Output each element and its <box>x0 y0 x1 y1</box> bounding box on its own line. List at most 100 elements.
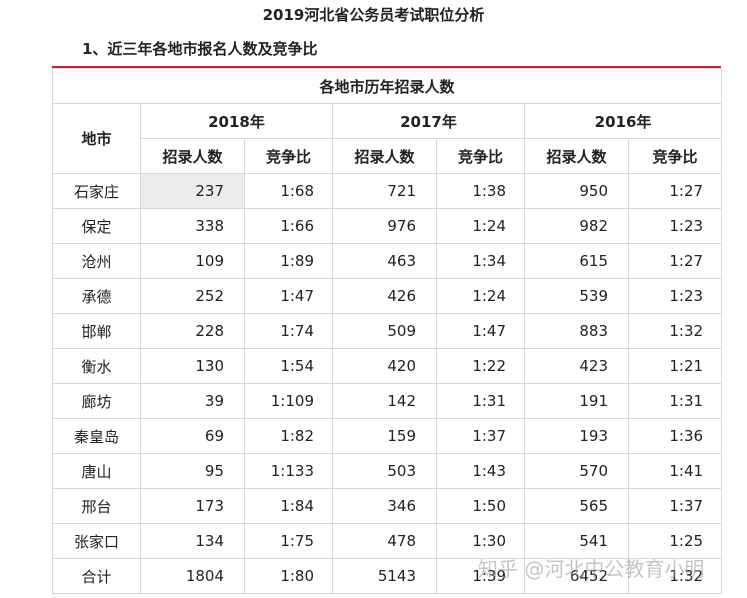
cell-c2018: 338 <box>140 208 245 244</box>
cell-c2017: 463 <box>332 243 437 279</box>
cell-c2016: 423 <box>524 348 629 384</box>
cell-r2016: 1:27 <box>627 173 723 209</box>
cell-city: 秦皇岛 <box>52 418 141 454</box>
cell-r2017: 1:38 <box>436 173 525 209</box>
cell-c2018: 252 <box>140 278 245 314</box>
cell-c2016: 950 <box>524 173 629 209</box>
cell-r2018: 1:82 <box>244 418 333 454</box>
table-row: 沧州 109 1:89 463 1:34 615 1:27 <box>52 243 723 279</box>
cell-c2016: 541 <box>524 523 629 559</box>
cell-r2017: 1:39 <box>436 558 525 594</box>
cell-r2016: 1:25 <box>627 523 723 559</box>
cell-city: 衡水 <box>52 348 141 384</box>
cell-r2018: 1:84 <box>244 488 333 524</box>
cell-r2016: 1:27 <box>627 243 723 279</box>
cell-c2017: 478 <box>332 523 437 559</box>
cell-r2016: 1:21 <box>627 348 723 384</box>
cell-r2017: 1:24 <box>436 278 525 314</box>
cell-r2018: 1:68 <box>244 173 333 209</box>
cell-r2017: 1:34 <box>436 243 525 279</box>
cell-r2017: 1:24 <box>436 208 525 244</box>
cell-r2018: 1:54 <box>244 348 333 384</box>
cell-r2017: 1:47 <box>436 313 525 349</box>
year-header-2018: 2018年 <box>140 103 333 139</box>
cell-r2017: 1:37 <box>436 418 525 454</box>
cell-c2017: 509 <box>332 313 437 349</box>
table-body: 石家庄 237 1:68 721 1:38 950 1:27 保定 338 1:66 976 1:24… <box>52 173 723 594</box>
cell-c2016: 883 <box>524 313 629 349</box>
cell-c2017: 346 <box>332 488 437 524</box>
cell-city: 沧州 <box>52 243 141 279</box>
cell-c2016: 191 <box>524 383 629 419</box>
cell-c2016: 539 <box>524 278 629 314</box>
cell-c2018: 134 <box>140 523 245 559</box>
table-row: 秦皇岛 69 1:82 159 1:37 193 1:36 <box>52 418 723 454</box>
cell-r2016: 1:23 <box>627 208 723 244</box>
cell-c2016: 615 <box>524 243 629 279</box>
table-row: 邯郸 228 1:74 509 1:47 883 1:32 <box>52 313 723 349</box>
col-header-count-2017: 招录人数 <box>332 138 437 174</box>
year-header-2017: 2017年 <box>332 103 525 139</box>
cell-c2016: 565 <box>524 488 629 524</box>
section-title: 1、近三年各地市报名人数及竞争比 <box>82 40 318 58</box>
cell-city: 邢台 <box>52 488 141 524</box>
year-header-2016: 2016年 <box>523 103 723 139</box>
cell-c2017: 426 <box>332 278 437 314</box>
cell-city: 石家庄 <box>52 173 141 209</box>
cell-c2017: 721 <box>332 173 437 209</box>
cell-city: 合计 <box>52 558 141 594</box>
cell-c2018: 228 <box>140 313 245 349</box>
table-row: 承德 252 1:47 426 1:24 539 1:23 <box>52 278 723 314</box>
cell-c2016: 6452 <box>524 558 629 594</box>
cell-city: 张家口 <box>52 523 141 559</box>
cell-c2017: 420 <box>332 348 437 384</box>
table-row: 衡水 130 1:54 420 1:22 423 1:21 <box>52 348 723 384</box>
cell-c2017: 5143 <box>332 558 437 594</box>
cell-r2016: 1:32 <box>627 558 723 594</box>
cell-r2018: 1:80 <box>244 558 333 594</box>
table-caption: 各地市历年招录人数 <box>51 68 723 104</box>
cell-city: 唐山 <box>52 453 141 489</box>
cell-r2017: 1:43 <box>436 453 525 489</box>
cell-c2017: 976 <box>332 208 437 244</box>
cell-c2018: 39 <box>140 383 245 419</box>
cell-r2018: 1:133 <box>244 453 333 489</box>
table-row: 保定 338 1:66 976 1:24 982 1:23 <box>52 208 723 244</box>
table-row: 邢台 173 1:84 346 1:50 565 1:37 <box>52 488 723 524</box>
cell-c2016: 982 <box>524 208 629 244</box>
cell-r2016: 1:41 <box>627 453 723 489</box>
cell-r2017: 1:22 <box>436 348 525 384</box>
cell-r2018: 1:74 <box>244 313 333 349</box>
cell-city: 廊坊 <box>52 383 141 419</box>
cell-r2018: 1:66 <box>244 208 333 244</box>
cell-r2016: 1:32 <box>627 313 723 349</box>
table-row: 唐山 95 1:133 503 1:43 570 1:41 <box>52 453 723 489</box>
cell-city: 承德 <box>52 278 141 314</box>
cell-r2016: 1:23 <box>627 278 723 314</box>
cell-c2016: 193 <box>524 418 629 454</box>
cell-r2016: 1:31 <box>627 383 723 419</box>
cell-c2018: 237 <box>140 173 245 209</box>
col-header-count-2018: 招录人数 <box>140 138 245 174</box>
cell-r2018: 1:75 <box>244 523 333 559</box>
cell-city: 保定 <box>52 208 141 244</box>
cell-c2018: 95 <box>140 453 245 489</box>
cell-r2017: 1:31 <box>436 383 525 419</box>
recruitment-table: 各地市历年招录人数 地市 2018年 2017年 2016年 招录人数 竞争比 … <box>51 68 723 594</box>
cell-r2018: 1:109 <box>244 383 333 419</box>
cell-r2017: 1:30 <box>436 523 525 559</box>
cell-c2017: 142 <box>332 383 437 419</box>
cell-c2018: 109 <box>140 243 245 279</box>
cell-c2018: 69 <box>140 418 245 454</box>
city-column-header: 地市 <box>52 103 141 174</box>
col-header-ratio-2016: 竞争比 <box>627 138 723 174</box>
col-header-ratio-2017: 竞争比 <box>436 138 525 174</box>
cell-c2018: 130 <box>140 348 245 384</box>
table-row: 石家庄 237 1:68 721 1:38 950 1:27 <box>52 173 723 209</box>
red-divider <box>52 66 721 68</box>
col-header-count-2016: 招录人数 <box>524 138 629 174</box>
table-row: 张家口 134 1:75 478 1:30 541 1:25 <box>52 523 723 559</box>
cell-r2016: 1:36 <box>627 418 723 454</box>
cell-r2018: 1:89 <box>244 243 333 279</box>
cell-r2018: 1:47 <box>244 278 333 314</box>
